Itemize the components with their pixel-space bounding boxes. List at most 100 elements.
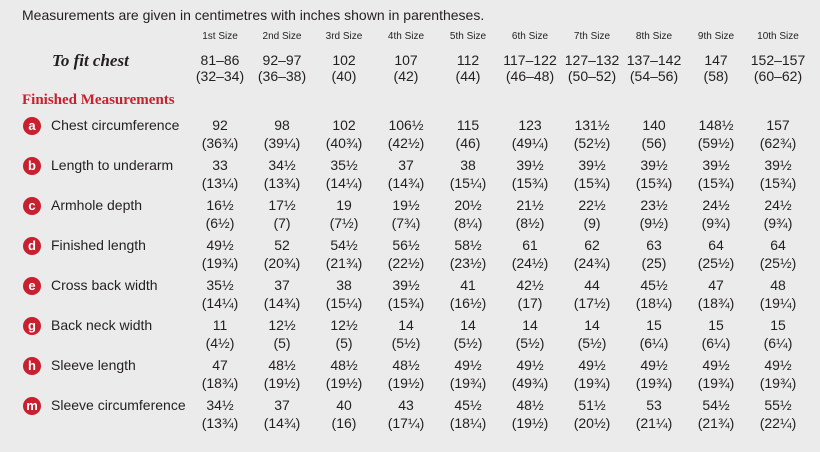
value-cm: 22½ xyxy=(578,197,606,213)
value-in: (19¾) xyxy=(697,375,735,391)
value-in: (5½) xyxy=(515,335,545,351)
value-cm: 102 xyxy=(332,117,356,133)
chest-in: (50–52) xyxy=(567,68,617,84)
chest-cm: 117–122 xyxy=(503,52,557,68)
value-cm: 48 xyxy=(770,277,786,293)
value-in: (17¼) xyxy=(387,415,425,431)
value-cm: 48½ xyxy=(516,397,544,413)
row-label: Length to underarm xyxy=(51,157,174,173)
value-cm: 115 xyxy=(456,117,480,133)
value-cm: 49½ xyxy=(764,357,792,373)
size-header: 7th Size xyxy=(573,31,611,42)
value-in: (5½) xyxy=(577,335,607,351)
chest-in: (32–34) xyxy=(195,68,245,84)
value-in: (19¼) xyxy=(759,295,797,311)
value-in: (19½) xyxy=(325,375,363,391)
value-in: (19½) xyxy=(511,415,549,431)
row-letter: b xyxy=(23,157,41,175)
chest-in: (46–48) xyxy=(505,68,555,84)
value-cm: 23½ xyxy=(640,197,668,213)
value-in: (9¾) xyxy=(701,215,731,231)
value-cm: 55½ xyxy=(764,397,792,413)
value-in: (19¾) xyxy=(573,375,611,391)
value-in: (21¾) xyxy=(325,255,363,271)
value-cm: 39½ xyxy=(702,157,730,173)
chest-in: (40) xyxy=(331,68,357,84)
value-in: (19¾) xyxy=(635,375,673,391)
value-cm: 64 xyxy=(708,237,724,253)
value-cm: 64 xyxy=(770,237,786,253)
value-cm: 14 xyxy=(584,317,600,333)
value-cm: 61 xyxy=(522,237,538,253)
value-in: (19¾) xyxy=(201,255,239,271)
chest-cm: 112 xyxy=(456,52,480,68)
value-in: (17) xyxy=(517,295,543,311)
value-cm: 63 xyxy=(646,237,662,253)
value-cm: 15 xyxy=(708,317,724,333)
value-cm: 98 xyxy=(274,117,290,133)
value-cm: 12½ xyxy=(330,317,358,333)
value-in: (8¼) xyxy=(453,215,483,231)
value-in: (14¼) xyxy=(325,175,363,191)
value-cm: 47 xyxy=(212,357,228,373)
value-cm: 16½ xyxy=(206,197,234,213)
value-cm: 40 xyxy=(336,397,352,413)
chest-cm: 127–132 xyxy=(564,52,620,68)
row-letter: h xyxy=(23,357,41,375)
value-cm: 123 xyxy=(518,117,542,133)
row-letter: g xyxy=(23,317,41,335)
value-in: (14¾) xyxy=(263,415,301,431)
value-in: (4½) xyxy=(205,335,235,351)
value-cm: 49½ xyxy=(578,357,606,373)
chest-cm: 102 xyxy=(332,52,356,68)
value-cm: 49½ xyxy=(454,357,482,373)
value-cm: 21½ xyxy=(516,197,544,213)
chest-in: (36–38) xyxy=(257,68,307,84)
value-cm: 49½ xyxy=(516,357,544,373)
value-in: (25½) xyxy=(697,255,735,271)
size-header: 4th Size xyxy=(387,31,425,42)
value-cm: 14 xyxy=(522,317,538,333)
value-cm: 24½ xyxy=(702,197,730,213)
value-in: (42½) xyxy=(387,135,425,151)
row-label: Armhole depth xyxy=(51,197,143,213)
value-in: (8½) xyxy=(515,215,545,231)
value-in: (13¼) xyxy=(201,175,239,191)
value-cm: 37 xyxy=(398,157,414,173)
value-in: (6¼) xyxy=(701,335,731,351)
value-cm: 43 xyxy=(398,397,414,413)
value-cm: 39½ xyxy=(392,277,420,293)
value-in: (16) xyxy=(331,415,357,431)
value-cm: 34½ xyxy=(268,157,296,173)
value-in: (19¾) xyxy=(449,375,487,391)
value-cm: 56½ xyxy=(392,237,420,253)
value-cm: 49½ xyxy=(640,357,668,373)
value-in: (14¾) xyxy=(387,175,425,191)
size-header: 10th Size xyxy=(757,31,799,42)
value-cm: 38 xyxy=(336,277,352,293)
value-cm: 38 xyxy=(460,157,476,173)
size-header: 2nd Size xyxy=(262,31,302,42)
chest-cm: 147 xyxy=(704,52,728,68)
value-in: (13¾) xyxy=(201,415,239,431)
chest-in: (58) xyxy=(703,68,729,84)
value-cm: 53 xyxy=(646,397,662,413)
value-cm: 20½ xyxy=(454,197,482,213)
value-cm: 49½ xyxy=(206,237,234,253)
value-cm: 54½ xyxy=(330,237,358,253)
value-in: (49¼) xyxy=(511,135,549,151)
value-cm: 48½ xyxy=(330,357,358,373)
value-cm: 49½ xyxy=(702,357,730,373)
value-cm: 39½ xyxy=(516,157,544,173)
chest-cm: 81–86 xyxy=(200,52,240,68)
section-title: Finished Measurements xyxy=(22,92,175,108)
row-label: Finished length xyxy=(51,237,146,253)
value-cm: 47 xyxy=(708,277,724,293)
value-in: (15¾) xyxy=(635,175,673,191)
value-in: (25½) xyxy=(759,255,797,271)
row-letter: e xyxy=(23,277,41,295)
value-in: (18¾) xyxy=(697,295,735,311)
row-letter: c xyxy=(23,197,41,215)
value-in: (21¾) xyxy=(697,415,735,431)
value-cm: 48½ xyxy=(392,357,420,373)
